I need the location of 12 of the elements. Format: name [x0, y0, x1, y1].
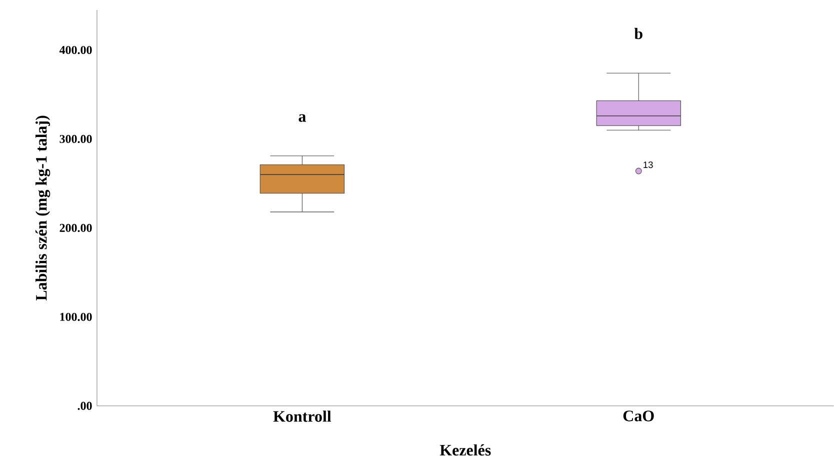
x-tick-label: CaO — [623, 410, 654, 422]
x-tick-label: Kontroll — [273, 410, 332, 422]
annotation: a — [298, 114, 306, 122]
x-axis-title: Kezelés — [440, 444, 491, 456]
y-tick-label: 400.00 — [59, 46, 92, 54]
y-tick-label: 200.00 — [60, 224, 92, 232]
annotation: 13 — [644, 162, 653, 168]
y-tick-label: .00 — [78, 402, 92, 410]
y-tick-label: 100.00 — [60, 312, 92, 322]
annotation: b — [634, 28, 642, 40]
y-axis-title: Labilis szén (mg kg-1 talaj) — [35, 116, 50, 301]
y-tick-label: 300.00 — [60, 134, 92, 144]
